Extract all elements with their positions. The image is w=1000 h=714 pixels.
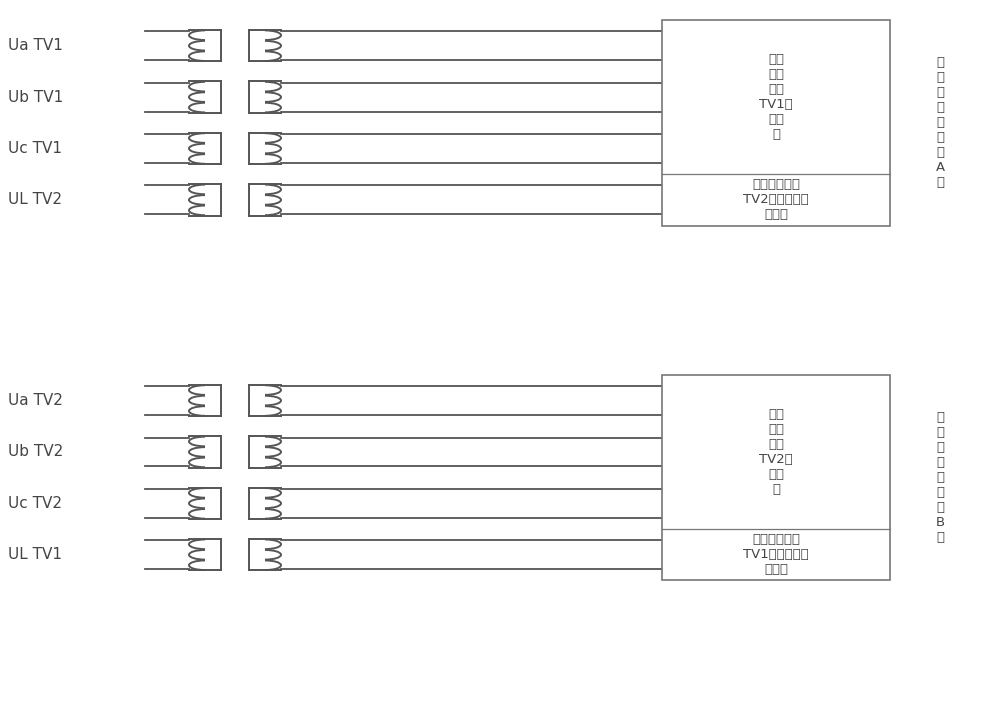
Text: Ub TV2: Ub TV2 <box>8 444 63 460</box>
Bar <box>662 20 890 226</box>
Text: Ua TV2: Ua TV2 <box>8 393 63 408</box>
Text: Uc TV1: Uc TV1 <box>8 141 62 156</box>
Text: 变压
器低
压侧
TV1三
相电
压: 变压 器低 压侧 TV1三 相电 压 <box>759 53 793 141</box>
Bar <box>662 375 890 580</box>
Text: Uc TV2: Uc TV2 <box>8 496 62 511</box>
Text: 变压器低压侧
TV1开口三角零
序电压: 变压器低压侧 TV1开口三角零 序电压 <box>743 533 809 576</box>
Text: 变
压
器
保
护
装
置
B
套: 变 压 器 保 护 装 置 B 套 <box>935 411 945 544</box>
Text: Ua TV1: Ua TV1 <box>8 38 63 54</box>
Text: UL TV1: UL TV1 <box>8 547 62 563</box>
Text: 变
压
器
保
护
装
置
A
套: 变 压 器 保 护 装 置 A 套 <box>935 56 945 189</box>
Text: 变压
器低
压侧
TV2三
相电
压: 变压 器低 压侧 TV2三 相电 压 <box>759 408 793 496</box>
Text: 变压器低压侧
TV2开口三角零
序电压: 变压器低压侧 TV2开口三角零 序电压 <box>743 178 809 221</box>
Text: UL TV2: UL TV2 <box>8 192 62 208</box>
Text: Ub TV1: Ub TV1 <box>8 89 63 105</box>
